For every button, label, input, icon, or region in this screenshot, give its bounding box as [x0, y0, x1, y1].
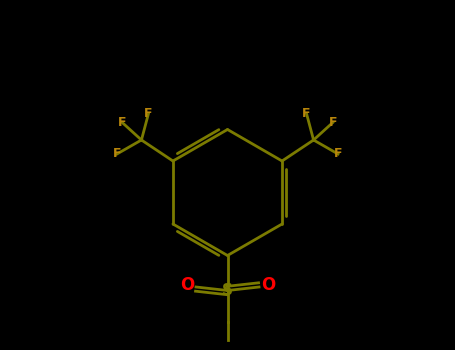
Text: F: F: [334, 147, 342, 161]
Text: F: F: [302, 107, 311, 120]
Text: O: O: [261, 276, 275, 294]
Text: F: F: [118, 116, 126, 129]
Text: S: S: [222, 283, 233, 298]
Text: O: O: [180, 276, 194, 294]
Text: F: F: [144, 107, 153, 120]
Text: F: F: [329, 116, 337, 129]
Text: F: F: [113, 147, 121, 161]
